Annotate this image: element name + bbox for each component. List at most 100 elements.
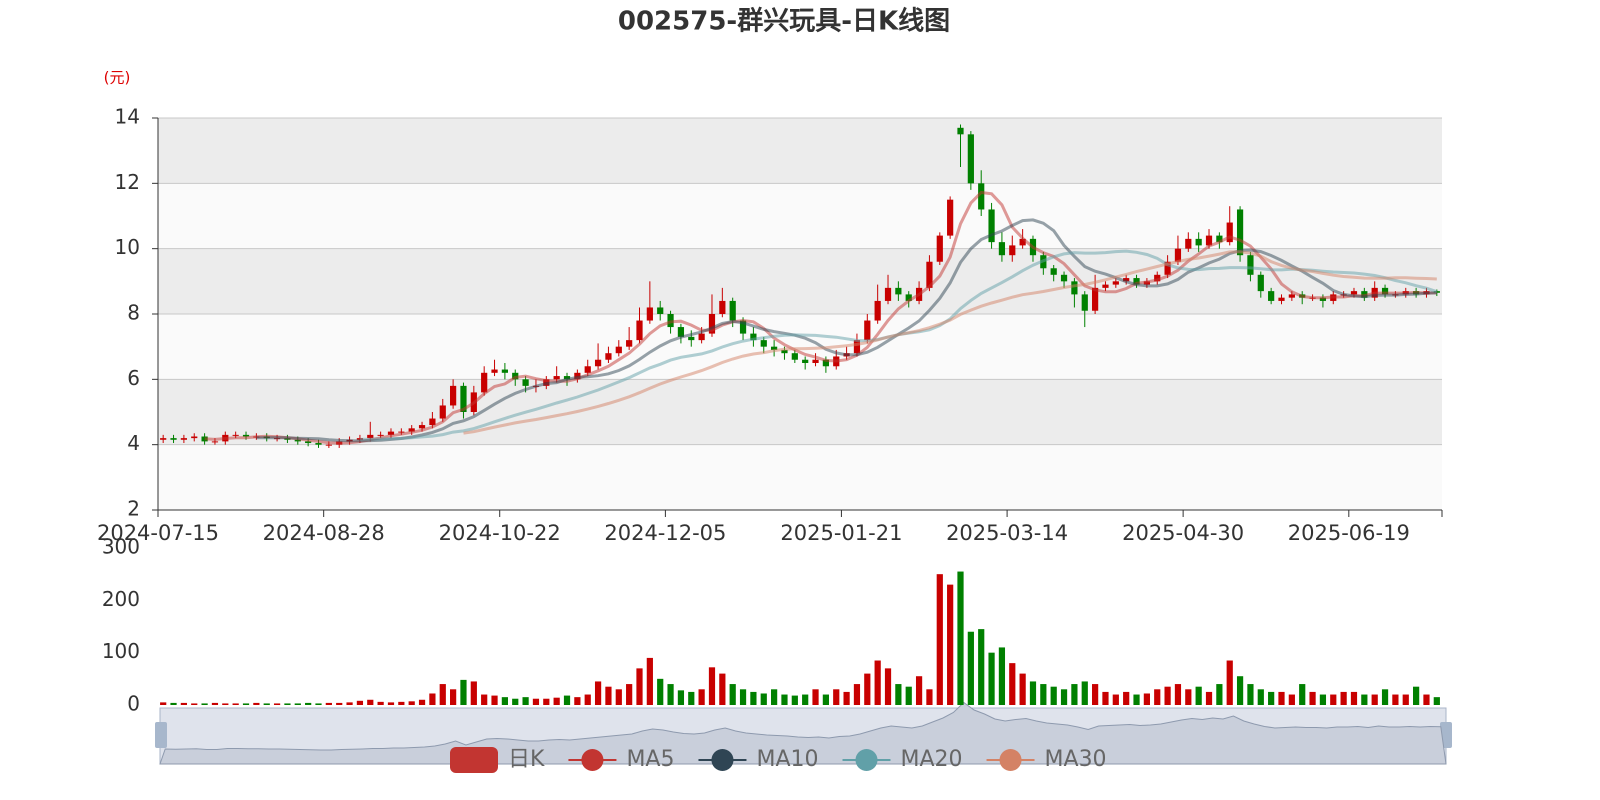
candle-body bbox=[978, 183, 985, 210]
candle-body bbox=[739, 320, 747, 334]
candle-body bbox=[1226, 222, 1233, 243]
chart-title: 002575-群兴玩具-日K线图 bbox=[618, 7, 950, 37]
volume-bar bbox=[1278, 691, 1285, 705]
candle-body bbox=[1247, 255, 1254, 275]
candle-body bbox=[874, 300, 881, 321]
volume-bar bbox=[1040, 684, 1047, 705]
x-tick-label: 2025-04-30 bbox=[1122, 521, 1244, 545]
volume-bar bbox=[1216, 684, 1223, 705]
candle-body bbox=[1019, 238, 1026, 246]
volume-bar bbox=[553, 697, 560, 705]
volume-bar bbox=[1350, 691, 1358, 705]
volume-bar bbox=[336, 702, 343, 705]
volume-bar bbox=[1423, 694, 1430, 705]
volume-bar bbox=[915, 676, 923, 705]
x-tick-label: 2025-03-14 bbox=[946, 521, 1068, 545]
volume-bar bbox=[398, 701, 405, 705]
zoom-handle[interactable] bbox=[155, 722, 167, 748]
candle-body bbox=[418, 425, 426, 429]
candle-body bbox=[1278, 297, 1285, 301]
volume-bar bbox=[211, 702, 219, 705]
volume-bar bbox=[470, 681, 477, 705]
volume-bar bbox=[926, 689, 933, 705]
volume-bar bbox=[574, 697, 581, 705]
candle-body bbox=[677, 327, 685, 337]
volume-bar bbox=[532, 698, 540, 705]
volume-tick-label: 100 bbox=[102, 639, 140, 663]
candle-body bbox=[563, 376, 571, 380]
volume-bar bbox=[512, 698, 519, 705]
candle-body bbox=[367, 434, 374, 439]
volume-bar bbox=[180, 702, 187, 705]
volume-bar bbox=[947, 584, 954, 705]
legend-label: 日K bbox=[508, 747, 545, 772]
volume-bar bbox=[698, 689, 705, 705]
candle-body bbox=[998, 242, 1006, 256]
candle-body bbox=[325, 444, 332, 446]
candle-body bbox=[895, 287, 902, 295]
candle-body bbox=[936, 235, 943, 262]
volume-bar bbox=[605, 686, 612, 705]
x-tick-label: 2025-06-19 bbox=[1288, 521, 1410, 545]
volume-bar bbox=[1174, 684, 1182, 705]
volume-bar bbox=[450, 689, 457, 705]
volume-bar bbox=[1123, 691, 1130, 705]
volume-bar bbox=[1381, 689, 1389, 705]
candle-body bbox=[967, 134, 974, 184]
volume-bar bbox=[356, 700, 364, 705]
candle-body bbox=[760, 340, 767, 347]
volume-bar bbox=[760, 693, 767, 705]
plot-band bbox=[158, 379, 1442, 445]
candle-body bbox=[398, 431, 405, 433]
candle-body bbox=[1185, 238, 1192, 249]
plot-band bbox=[158, 444, 1442, 510]
volume-bar bbox=[998, 647, 1006, 705]
y-unit: (元) bbox=[104, 69, 131, 87]
volume-bar bbox=[1392, 694, 1399, 705]
candle-body bbox=[242, 434, 250, 437]
legend-icon bbox=[999, 749, 1022, 771]
candle-body bbox=[1050, 268, 1057, 275]
legend-item[interactable]: MA10 bbox=[698, 747, 819, 772]
volume-bar bbox=[1288, 694, 1295, 705]
volume-bar bbox=[1029, 681, 1037, 705]
candle-body bbox=[1102, 284, 1109, 288]
legend-item[interactable]: MA5 bbox=[568, 747, 674, 772]
candle-body bbox=[864, 320, 871, 341]
volume-bar bbox=[967, 631, 974, 705]
volume-bar bbox=[1330, 694, 1337, 705]
candle-body bbox=[1257, 274, 1264, 292]
candle-body bbox=[584, 366, 591, 373]
candle-body bbox=[594, 359, 602, 367]
legend-label: MA20 bbox=[901, 747, 963, 772]
volume-bar bbox=[822, 694, 829, 705]
legend-item[interactable]: MA20 bbox=[842, 747, 963, 772]
volume-bar bbox=[160, 702, 167, 705]
volume-bar bbox=[615, 689, 622, 705]
volume-bar bbox=[1112, 694, 1119, 705]
candle-body bbox=[719, 300, 726, 314]
legend-icon bbox=[581, 749, 604, 771]
legend-item[interactable]: 日K bbox=[450, 747, 545, 773]
volume-bar bbox=[626, 684, 633, 705]
candle-body bbox=[698, 333, 705, 341]
volume-bar bbox=[750, 691, 757, 705]
volume-bar bbox=[501, 697, 508, 705]
volume-bar bbox=[708, 667, 716, 705]
candle-body bbox=[1071, 281, 1078, 295]
candle-body bbox=[315, 443, 322, 445]
x-tick-label: 2025-01-21 bbox=[780, 521, 902, 545]
candle-body bbox=[905, 294, 912, 301]
candle-body bbox=[1195, 238, 1202, 246]
candle-body bbox=[522, 379, 529, 386]
candle-body bbox=[1154, 274, 1161, 282]
volume-tick-label: 300 bbox=[102, 535, 140, 559]
y-tick-label: 6 bbox=[127, 366, 140, 390]
candle-body bbox=[491, 369, 498, 373]
candle-body bbox=[1381, 287, 1389, 295]
volume-bar bbox=[273, 703, 281, 705]
volume-bar bbox=[843, 691, 850, 705]
candle-body bbox=[812, 359, 819, 363]
legend-item[interactable]: MA30 bbox=[986, 747, 1107, 772]
candle-body bbox=[988, 209, 995, 243]
